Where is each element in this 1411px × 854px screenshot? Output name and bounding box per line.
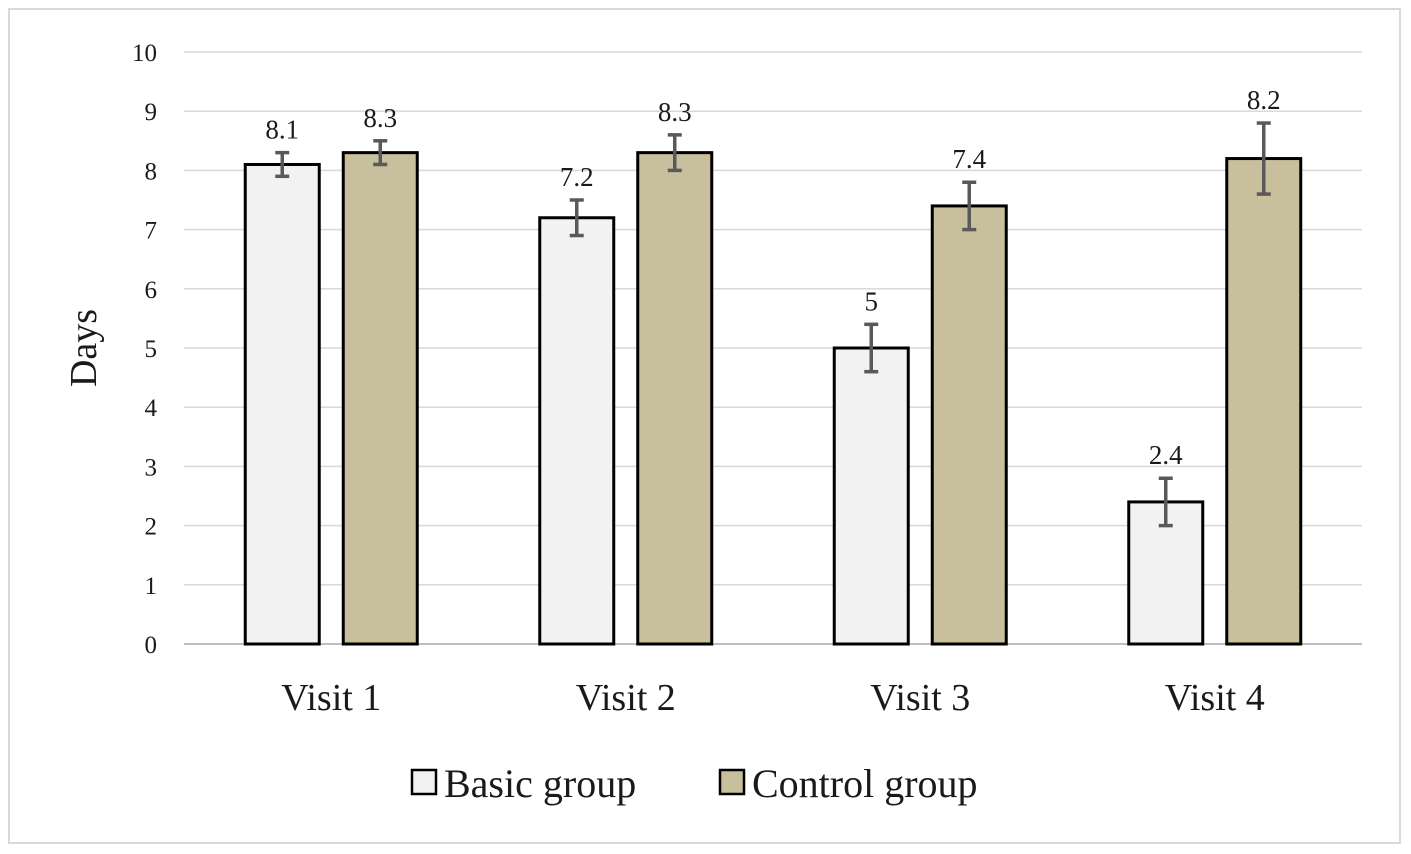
y-tick-label: 6 — [145, 277, 158, 304]
legend-label: Basic group — [444, 761, 636, 806]
bar — [1225, 157, 1303, 646]
y-tick-label: 9 — [145, 99, 158, 126]
bar — [341, 151, 419, 646]
data-label: 8.1 — [265, 115, 299, 145]
x-category-label: Visit 3 — [870, 677, 970, 719]
data-label: 8.2 — [1247, 85, 1281, 115]
data-label: 7.2 — [560, 162, 594, 192]
legend-swatch — [718, 768, 746, 796]
y-tick-label: 3 — [145, 454, 158, 481]
y-tick-label: 10 — [132, 40, 157, 67]
x-category-label: Visit 2 — [576, 677, 676, 719]
bar — [636, 151, 714, 646]
bar — [832, 346, 910, 646]
legend-swatch — [410, 768, 438, 796]
data-label: 2.4 — [1149, 440, 1183, 470]
x-category-label: Visit 4 — [1165, 677, 1265, 719]
data-label: 7.4 — [952, 144, 986, 174]
y-tick-label: 2 — [145, 514, 158, 541]
bar — [930, 204, 1008, 646]
legend-label: Control group — [752, 761, 978, 806]
data-label: 8.3 — [658, 97, 692, 127]
bar — [243, 162, 321, 646]
data-label: 5 — [865, 286, 879, 316]
y-axis-title: Days — [63, 309, 105, 387]
y-tick-label: 0 — [145, 632, 158, 659]
y-tick-label: 4 — [145, 395, 158, 422]
data-label: 8.3 — [363, 103, 397, 133]
bar — [538, 216, 616, 646]
x-category-label: Visit 1 — [281, 677, 381, 719]
y-tick-label: 7 — [145, 218, 158, 245]
y-tick-label: 1 — [145, 573, 158, 600]
y-tick-label: 5 — [145, 336, 158, 363]
y-tick-label: 8 — [145, 158, 158, 185]
